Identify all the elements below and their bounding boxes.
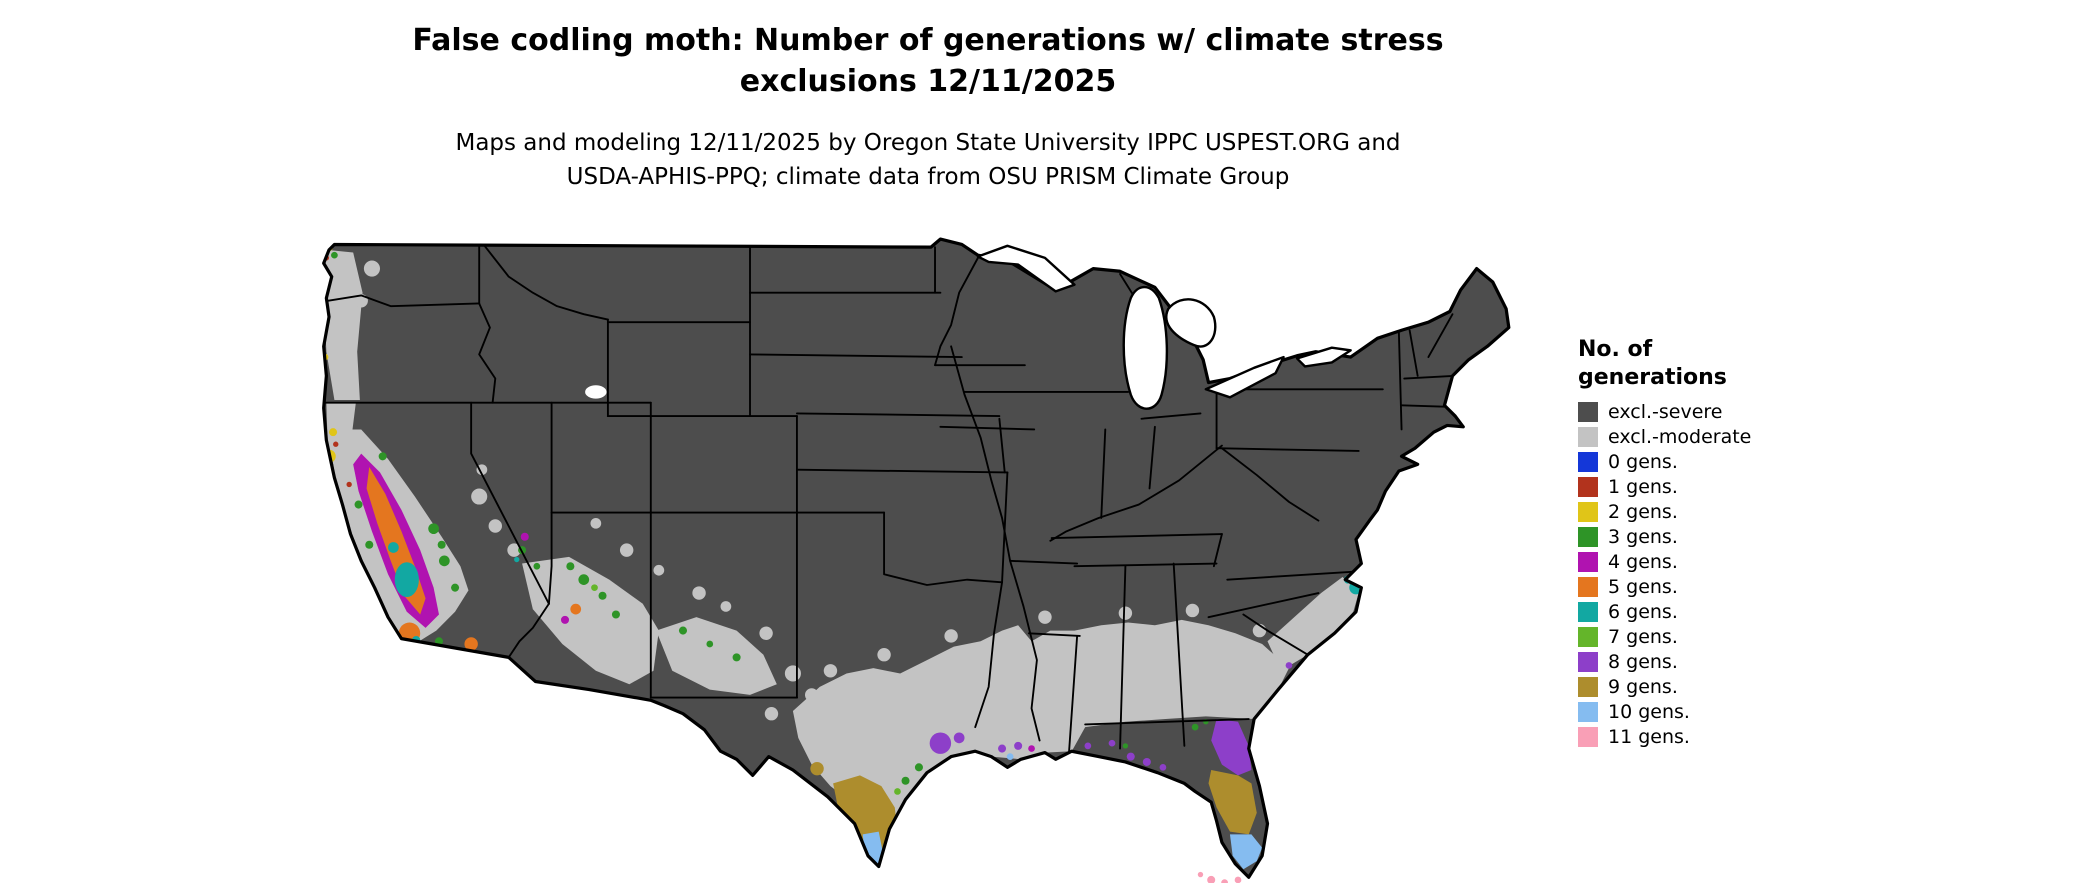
us-map-svg — [322, 237, 1511, 883]
legend-item: 0 gens. — [1578, 452, 1858, 472]
legend-swatch-1-gens — [1578, 477, 1598, 497]
legend-label: 6 gens. — [1608, 601, 1678, 623]
figure-subtitle: Maps and modeling 12/11/2025 by Oregon S… — [0, 126, 1856, 194]
legend-item: 6 gens. — [1578, 602, 1858, 622]
legend-swatch-4-gens — [1578, 552, 1598, 572]
lake-erie — [1204, 355, 1285, 399]
legend-swatch-3-gens — [1578, 527, 1598, 547]
subtitle-line1: Maps and modeling 12/11/2025 by Oregon S… — [455, 130, 1401, 156]
legend-items: excl.-severe excl.-moderate 0 gens. 1 ge… — [1578, 402, 1858, 747]
legend-swatch-6-gens — [1578, 602, 1598, 622]
legend-swatch-9-gens — [1578, 677, 1598, 697]
legend-item: 11 gens. — [1578, 727, 1858, 747]
legend-item: excl.-severe — [1578, 402, 1858, 422]
lake-michigan — [1122, 285, 1169, 410]
us-generations-map — [321, 228, 1541, 883]
map-legend: No. of generations excl.-severe excl.-mo… — [1578, 336, 1858, 752]
legend-swatch-2-gens — [1578, 502, 1598, 522]
land-base-severe — [323, 239, 1509, 878]
legend-item: 2 gens. — [1578, 502, 1858, 522]
legend-item: 8 gens. — [1578, 652, 1858, 672]
legend-item: 9 gens. — [1578, 677, 1858, 697]
legend-label: 9 gens. — [1608, 676, 1678, 698]
legend-swatch-10-gens — [1578, 702, 1598, 722]
legend-swatch-excl-moderate — [1578, 427, 1598, 447]
legend-label: excl.-moderate — [1608, 426, 1752, 448]
page-title-line2: exclusions 12/11/2025 — [739, 64, 1117, 99]
legend-label: 0 gens. — [1608, 451, 1678, 473]
legend-label: 1 gens. — [1608, 476, 1678, 498]
legend-label: 7 gens. — [1608, 626, 1678, 648]
legend-swatch-5-gens — [1578, 577, 1598, 597]
lake-ontario — [1295, 346, 1352, 368]
legend-title-line2: generations — [1578, 365, 1727, 390]
legend-item: 4 gens. — [1578, 552, 1858, 572]
legend-label: 2 gens. — [1608, 501, 1678, 523]
legend-label: 8 gens. — [1608, 651, 1678, 673]
florida-keys-specks — [1197, 871, 1242, 883]
legend-item: 1 gens. — [1578, 477, 1858, 497]
great-lakes — [585, 244, 1352, 410]
legend-item: 5 gens. — [1578, 577, 1858, 597]
legend-item: 3 gens. — [1578, 527, 1858, 547]
national-border — [322, 237, 1511, 879]
legend-label: 10 gens. — [1608, 701, 1690, 723]
figure-header: False codling moth: Number of generation… — [0, 20, 1856, 194]
legend-swatch-excl-severe — [1578, 402, 1598, 422]
legend-item: excl.-moderate — [1578, 427, 1858, 447]
legend-swatch-0-gens — [1578, 452, 1598, 472]
legend-swatch-11-gens — [1578, 727, 1598, 747]
legend-swatch-8-gens — [1578, 652, 1598, 672]
legend-label: 11 gens. — [1608, 726, 1690, 748]
legend-label: 4 gens. — [1608, 551, 1678, 573]
legend-title-line1: No. of — [1578, 337, 1653, 362]
legend-label: 3 gens. — [1608, 526, 1678, 548]
legend-swatch-7-gens — [1578, 627, 1598, 647]
page-title-line1: False codling moth: Number of generation… — [412, 23, 1444, 58]
lake-huron — [1165, 298, 1217, 348]
lake-superior — [976, 244, 1076, 293]
legend-label: 5 gens. — [1608, 576, 1678, 598]
state-borders — [323, 244, 1457, 753]
great-salt-lake — [585, 385, 607, 399]
subtitle-line2: USDA-APHIS-PPQ; climate data from OSU PR… — [566, 164, 1290, 190]
legend-label: excl.-severe — [1608, 401, 1723, 423]
legend-item: 10 gens. — [1578, 702, 1858, 722]
legend-item: 7 gens. — [1578, 627, 1858, 647]
